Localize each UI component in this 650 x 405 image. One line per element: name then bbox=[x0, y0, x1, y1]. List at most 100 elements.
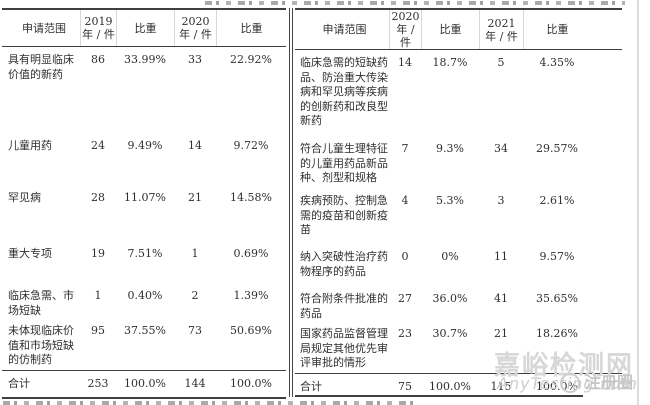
count-cell: 95 bbox=[91, 324, 105, 337]
count-cell: 86 bbox=[91, 53, 105, 66]
percent-cell: 18.26% bbox=[536, 327, 578, 340]
percent-cell: 30.7% bbox=[432, 327, 468, 340]
column-header: 申请范围 bbox=[22, 21, 66, 35]
count-cell: 11 bbox=[494, 250, 508, 263]
application-scope-cell: 临床急需、市场短缺 bbox=[8, 289, 74, 317]
table-header-row: 申请范围 2019 年 / 件比重 2020 年 / 件比重 bbox=[2, 10, 286, 47]
percent-cell: 9.57% bbox=[539, 250, 575, 263]
table-row: 纳入突破性治疗药物程序的药品 0 0% 11 9.57% bbox=[295, 244, 622, 286]
count-cell: 21 bbox=[494, 327, 508, 340]
percent-cell: 0.40% bbox=[127, 289, 163, 302]
double-vertical-divider bbox=[289, 8, 293, 397]
percent-cell: 35.65% bbox=[536, 292, 578, 305]
total-label-cell: 合计 bbox=[8, 376, 30, 390]
application-scope-cell: 符合儿童生理特征的儿童用药品新品种、剂型和规格 bbox=[300, 142, 388, 184]
total-count-cell: 144 bbox=[184, 376, 206, 390]
priority-review-table-right: 申请范围 2020 年 / 件比重 2021 年 / 件比重 临床急需的短缺药品、防治重大… bbox=[295, 8, 622, 400]
table-row: 具有明显临床价值的新药 86 33.99% 33 22.92% bbox=[2, 47, 286, 133]
clipped-caption-fragments bbox=[205, 1, 625, 5]
count-cell: 0 bbox=[401, 250, 409, 263]
percent-cell: 7.51% bbox=[127, 247, 163, 260]
percent-cell: 2.61% bbox=[539, 194, 575, 207]
total-percent-cell: 100.0% bbox=[429, 379, 471, 393]
column-header: 比重 bbox=[421, 10, 479, 49]
count-cell: 14 bbox=[398, 56, 412, 69]
count-cell: 1 bbox=[191, 247, 199, 260]
application-scope-cell: 儿童用药 bbox=[8, 139, 52, 152]
count-cell: 19 bbox=[91, 247, 105, 260]
column-header: 申请范围 bbox=[322, 23, 367, 36]
count-cell: 23 bbox=[398, 327, 412, 340]
application-scope-cell: 国家药品监督管理局规定其他优先审评审批的情形 bbox=[300, 327, 388, 369]
column-header: 比重 bbox=[523, 10, 591, 49]
percent-cell: 50.69% bbox=[230, 324, 272, 337]
table-row: 符合儿童生理特征的儿童用药品新品种、剂型和规格 7 9.3% 34 29.57% bbox=[295, 136, 622, 188]
application-scope-cell: 未体现临床价值和市场短缺的仿制药 bbox=[8, 324, 74, 366]
total-count-cell: 115 bbox=[490, 379, 512, 393]
column-header: 比重 bbox=[216, 10, 286, 46]
percent-cell: 0.69% bbox=[233, 247, 269, 260]
application-scope-cell: 罕见病 bbox=[8, 191, 41, 204]
total-percent-cell: 100.0% bbox=[124, 376, 166, 390]
table-row: 未体现临床价值和市场短缺的仿制药 95 37.55% 73 50.69% bbox=[2, 318, 286, 370]
clipped-footnote-fragments bbox=[3, 401, 415, 405]
count-cell: 73 bbox=[188, 324, 202, 337]
right-table-bottom-rule bbox=[295, 395, 583, 397]
table-row: 疾病预防、控制急需的疫苗和创新疫苗 4 5.3% 3 2.61% bbox=[295, 188, 622, 244]
percent-cell: 9.49% bbox=[127, 139, 163, 152]
page-edge-line bbox=[637, 0, 639, 405]
count-cell: 21 bbox=[188, 191, 202, 204]
application-scope-cell: 具有明显临床价值的新药 bbox=[8, 53, 74, 81]
percent-cell: 14.58% bbox=[230, 191, 272, 204]
count-cell: 27 bbox=[398, 292, 412, 305]
percent-cell: 22.92% bbox=[230, 53, 272, 66]
application-scope-cell: 纳入突破性治疗药物程序的药品 bbox=[300, 250, 388, 278]
application-scope-cell: 疾病预防、控制急需的疫苗和创新疫苗 bbox=[300, 194, 388, 236]
column-header: 2020 年 / 件 bbox=[174, 10, 216, 46]
count-cell: 7 bbox=[401, 142, 409, 155]
total-row: 合计 253 100.0% 144 100.0% bbox=[2, 370, 286, 397]
percent-cell: 29.57% bbox=[536, 142, 578, 155]
table-row: 重大专项 19 7.51% 1 0.69% bbox=[2, 241, 286, 283]
total-count-cell: 253 bbox=[87, 376, 109, 390]
percent-cell: 5.3% bbox=[436, 194, 464, 207]
percent-cell: 9.3% bbox=[436, 142, 464, 155]
total-percent-cell: 100.0% bbox=[536, 379, 578, 393]
column-header: 2021 年 / 件 bbox=[479, 10, 523, 49]
percent-cell: 4.35% bbox=[539, 56, 575, 69]
count-cell: 33 bbox=[188, 53, 202, 66]
application-scope-cell: 临床急需的短缺药品、防治重大传染病和罕见病等疾病的创新药和改良型新药 bbox=[300, 56, 388, 127]
count-cell: 14 bbox=[188, 139, 202, 152]
percent-cell: 1.39% bbox=[233, 289, 269, 302]
percent-cell: 36.0% bbox=[432, 292, 468, 305]
application-scope-cell: 重大专项 bbox=[8, 247, 52, 260]
column-header: 比重 bbox=[116, 10, 174, 46]
count-cell: 5 bbox=[497, 56, 505, 69]
count-cell: 34 bbox=[494, 142, 508, 155]
column-header: 2020 年 / 件 bbox=[389, 10, 421, 49]
percent-cell: 33.99% bbox=[124, 53, 166, 66]
percent-cell: 11.07% bbox=[124, 191, 166, 204]
count-cell: 41 bbox=[494, 292, 508, 305]
count-cell: 1 bbox=[94, 289, 102, 302]
table-header-row: 申请范围 2020 年 / 件比重 2021 年 / 件比重 bbox=[295, 10, 622, 50]
total-percent-cell: 100.0% bbox=[230, 376, 272, 390]
application-scope-cell: 符合附条件批准的药品 bbox=[300, 292, 388, 320]
priority-review-table-left: 申请范围 2019 年 / 件比重 2020 年 / 件比重 具有明显临床价值的新药 86 3… bbox=[2, 8, 286, 399]
table-row: 符合附条件批准的药品 27 36.0% 41 35.65% bbox=[295, 286, 622, 321]
percent-cell: 18.7% bbox=[432, 56, 468, 69]
percent-cell: 37.55% bbox=[124, 324, 166, 337]
count-cell: 2 bbox=[191, 289, 199, 302]
percent-cell: 0% bbox=[441, 250, 459, 263]
count-cell: 24 bbox=[91, 139, 105, 152]
count-cell: 4 bbox=[401, 194, 409, 207]
table-row: 临床急需的短缺药品、防治重大传染病和罕见病等疾病的创新药和改良型新药 14 18.7… bbox=[295, 50, 622, 136]
column-header: 2019 年 / 件 bbox=[80, 10, 116, 46]
count-cell: 3 bbox=[497, 194, 505, 207]
percent-cell: 9.72% bbox=[233, 139, 269, 152]
count-cell: 28 bbox=[91, 191, 105, 204]
table-row: 临床急需、市场短缺 1 0.40% 2 1.39% bbox=[2, 283, 286, 318]
total-row: 合计 75 100.0% 115 100.0% bbox=[295, 373, 622, 400]
total-count-cell: 75 bbox=[398, 379, 412, 393]
table-row: 国家药品监督管理局规定其他优先审评审批的情形 23 30.7% 21 18.26% bbox=[295, 321, 622, 373]
